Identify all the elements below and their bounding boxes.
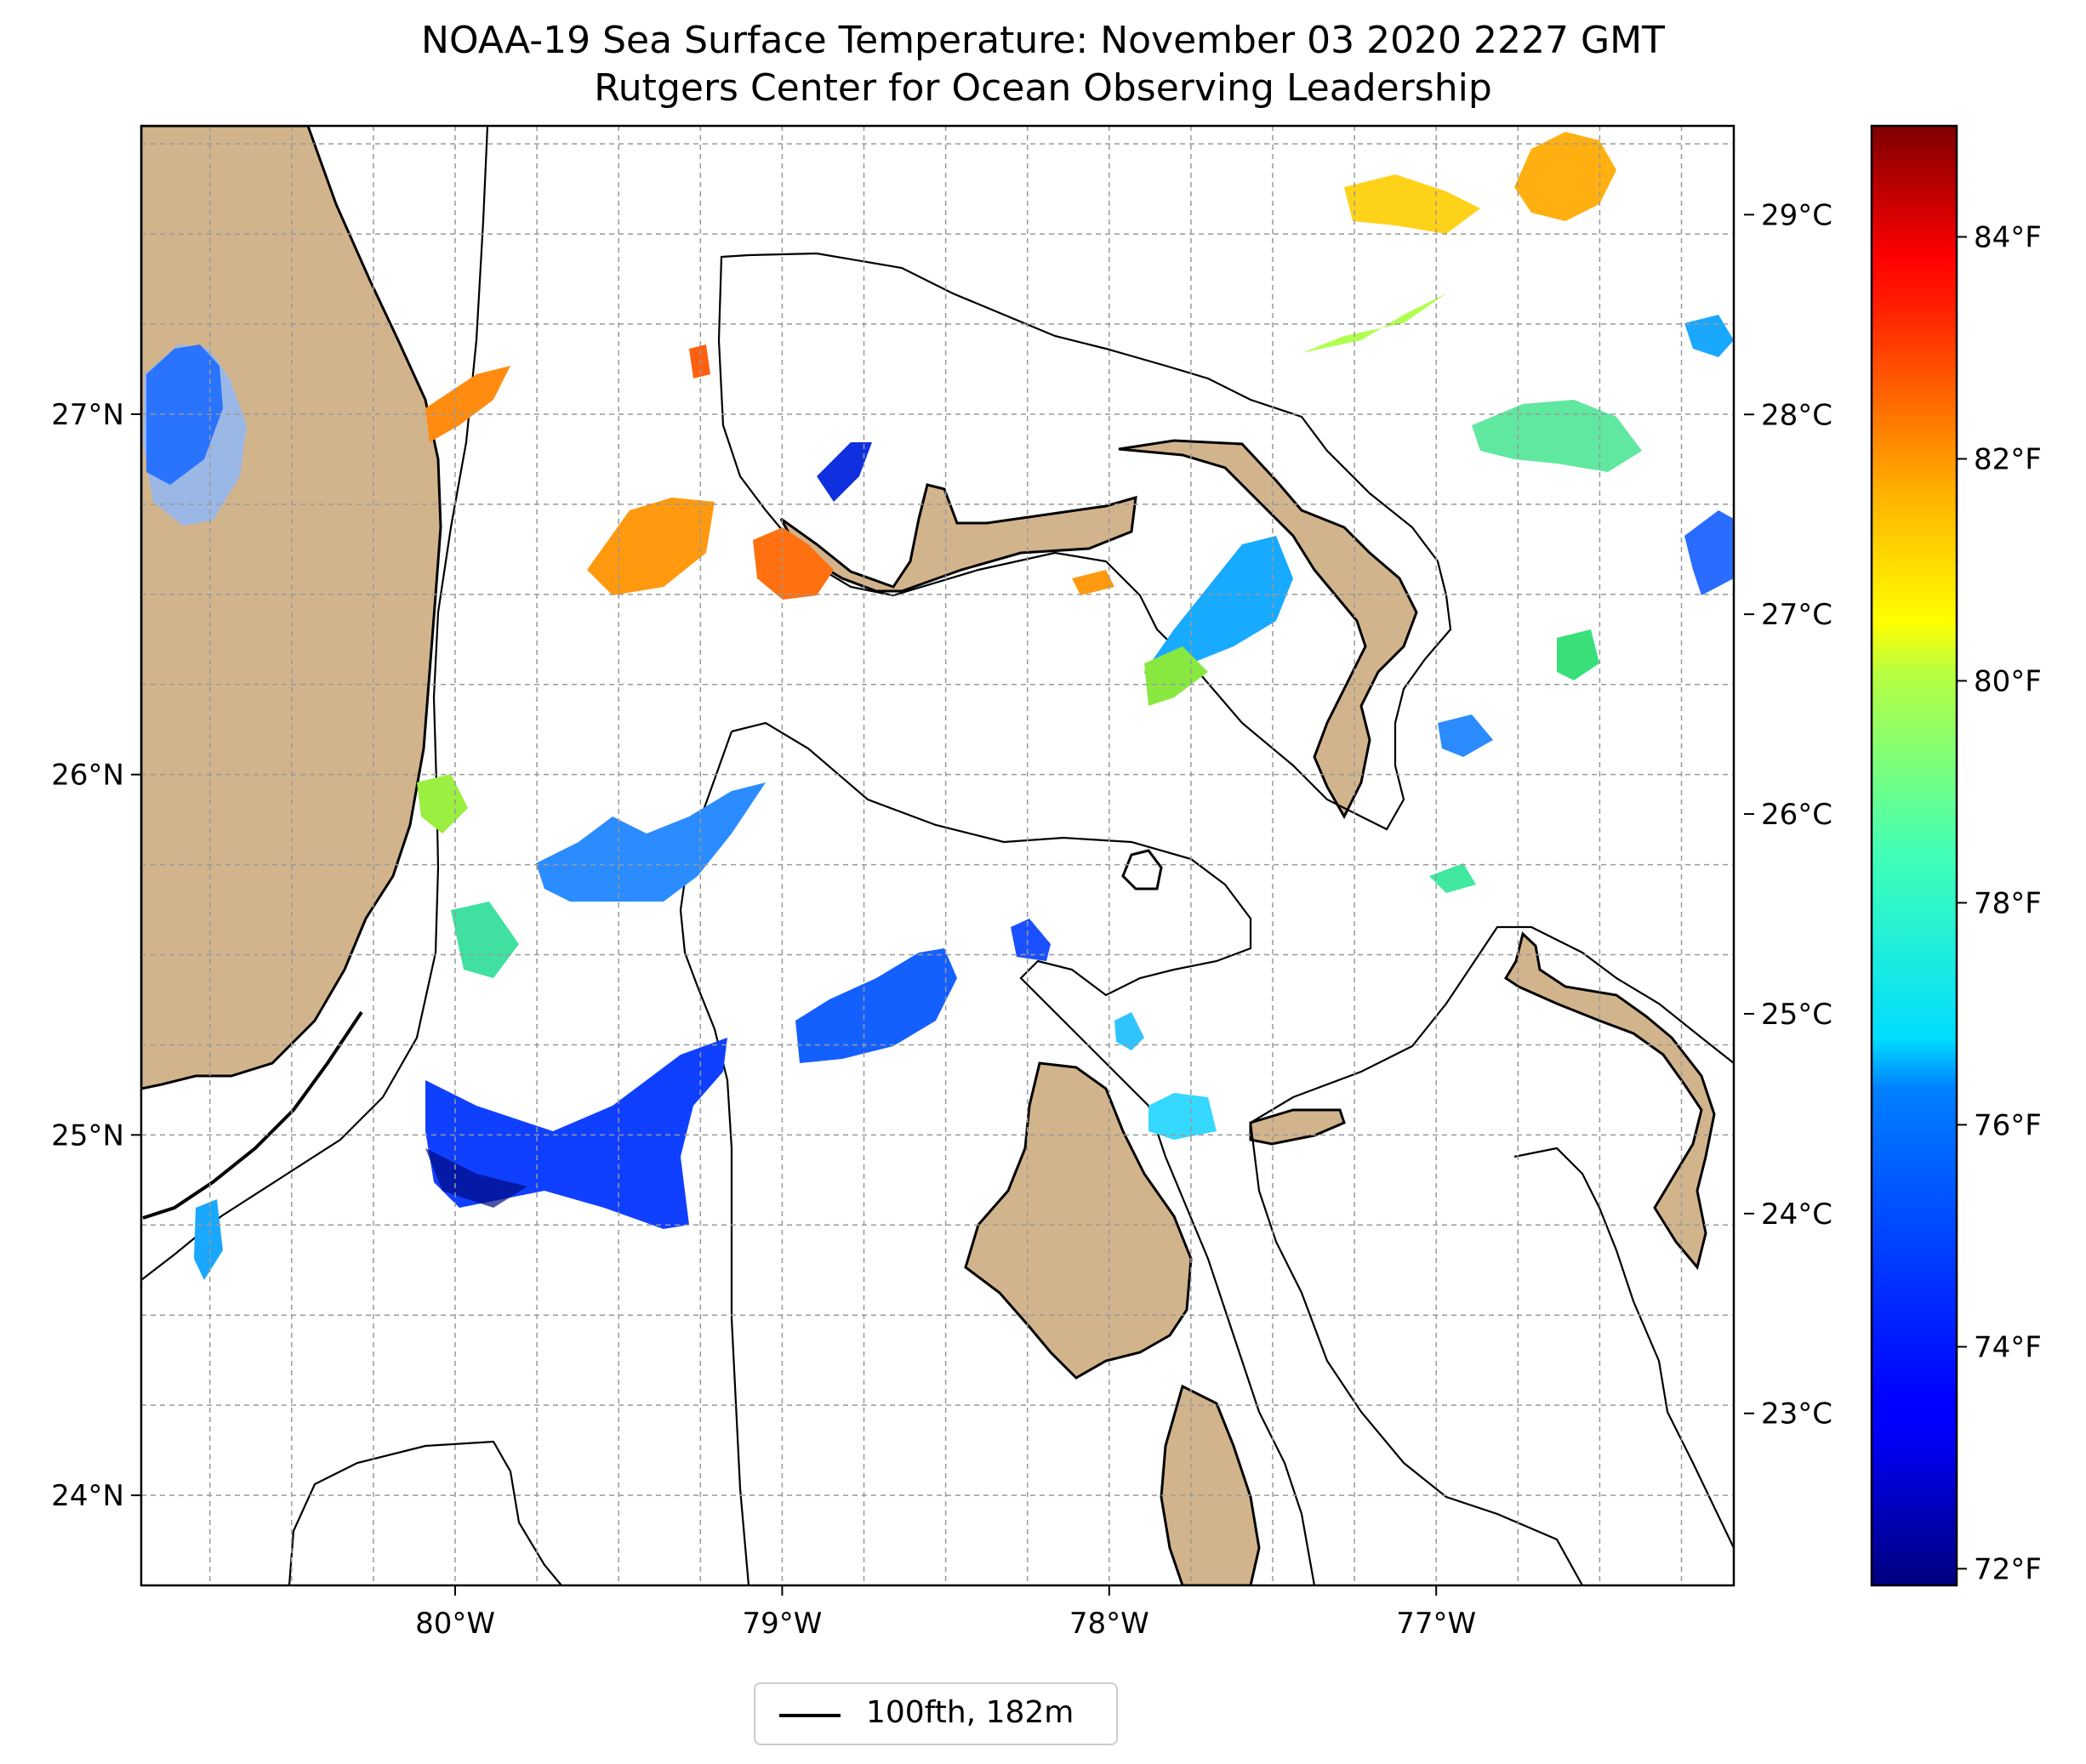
- legend-line-swatch: [779, 1714, 841, 1717]
- colorbar-f-label: 80°F: [1974, 664, 2042, 698]
- abaco-island: [1118, 439, 1418, 820]
- sst-patch: [1429, 863, 1476, 893]
- berry-islands: [1121, 849, 1163, 891]
- grand-bahama-island: [779, 483, 1137, 593]
- longitude-axis: 80°W 79°W 78°W 77°W: [415, 1585, 1476, 1641]
- andros-island: [964, 1061, 1193, 1380]
- map-subtitle: Rutgers Center for Ocean Observing Leade…: [594, 66, 1492, 110]
- lon-tick-label: 77°W: [1396, 1607, 1476, 1641]
- sst-patch: [536, 782, 766, 902]
- sst-patch: [451, 902, 519, 978]
- sst-patch: [1472, 400, 1642, 472]
- florida-keys: [142, 1010, 363, 1220]
- sst-patch: [1684, 315, 1734, 357]
- colorbar-f-label: 78°F: [1974, 886, 2042, 920]
- lat-tick-label: 24°N: [51, 1479, 124, 1513]
- colorbar-f-label: 84°F: [1974, 220, 2042, 254]
- colorbar-fahrenheit-axis: 72°F 74°F 76°F 78°F 80°F 82°F 84°F: [1957, 220, 2042, 1586]
- colorbar-f-label: 76°F: [1974, 1108, 2042, 1142]
- colorbar-f-label: 74°F: [1974, 1330, 2042, 1364]
- sst-patch: [587, 498, 715, 595]
- gridlines: [141, 126, 1734, 1585]
- sst-patch: [425, 366, 510, 442]
- eleuthera-island: [1503, 931, 1716, 1271]
- lake-sst-patch: [146, 344, 223, 485]
- sst-patch: [795, 948, 957, 1063]
- map-frame: [140, 124, 1735, 1587]
- colorbar-celsius-axis: 23°C 24°C 25°C 26°C 27°C 28°C 29°C: [1744, 198, 1832, 1431]
- lat-tick-label: 25°N: [51, 1118, 124, 1152]
- lon-tick-label: 79°W: [742, 1607, 822, 1641]
- florida-landmass: [141, 126, 442, 1090]
- sst-patch: [194, 1199, 223, 1280]
- colorbar-c-label: 29°C: [1761, 198, 1832, 232]
- sst-patch: [1011, 919, 1051, 961]
- sst-patch: [1344, 174, 1480, 234]
- latitude-axis: 24°N 25°N 26°N 27°N: [51, 398, 141, 1513]
- colorbar-c-label: 27°C: [1761, 598, 1832, 632]
- colorbar-c-label: 23°C: [1761, 1397, 1832, 1431]
- lon-tick-label: 78°W: [1069, 1607, 1149, 1641]
- sst-patch: [1072, 570, 1114, 595]
- colorbar-f-label: 72°F: [1974, 1552, 2042, 1586]
- sst-patch: [425, 1148, 527, 1208]
- legend-label: 100fth, 182m: [866, 1695, 1074, 1730]
- sst-patch: [1514, 132, 1616, 221]
- colorbar-c-label: 26°C: [1761, 798, 1832, 832]
- sst-patch: [817, 442, 872, 502]
- sst-patch: [1438, 714, 1493, 757]
- sst-patch: [1144, 646, 1208, 706]
- sst-patch: [1114, 1012, 1144, 1050]
- map-content: [141, 126, 1734, 1585]
- colorbar-c-label: 25°C: [1761, 998, 1832, 1032]
- sst-patch: [689, 344, 710, 378]
- sst-patches: [194, 132, 1734, 1280]
- colorbar: [1870, 124, 1958, 1587]
- map-title: NOAA-19 Sea Surface Temperature: Novembe…: [421, 19, 1665, 62]
- lat-tick-label: 26°N: [51, 759, 124, 793]
- sst-patch: [417, 774, 468, 834]
- sst-patch: [1684, 510, 1734, 595]
- andros-south: [1160, 1384, 1261, 1585]
- sst-patch: [753, 527, 834, 600]
- lon-tick-label: 80°W: [415, 1607, 495, 1641]
- colorbar-f-label: 82°F: [1974, 442, 2042, 476]
- lat-tick-label: 27°N: [51, 398, 124, 432]
- sst-patch: [425, 1038, 727, 1229]
- sst-patch: [1148, 1093, 1217, 1140]
- colorbar-c-label: 28°C: [1761, 398, 1832, 432]
- sst-patch: [1557, 629, 1599, 680]
- legend: 100fth, 182m: [754, 1682, 1118, 1745]
- colorbar-c-label: 24°C: [1761, 1198, 1832, 1232]
- sst-patch: [1302, 293, 1446, 353]
